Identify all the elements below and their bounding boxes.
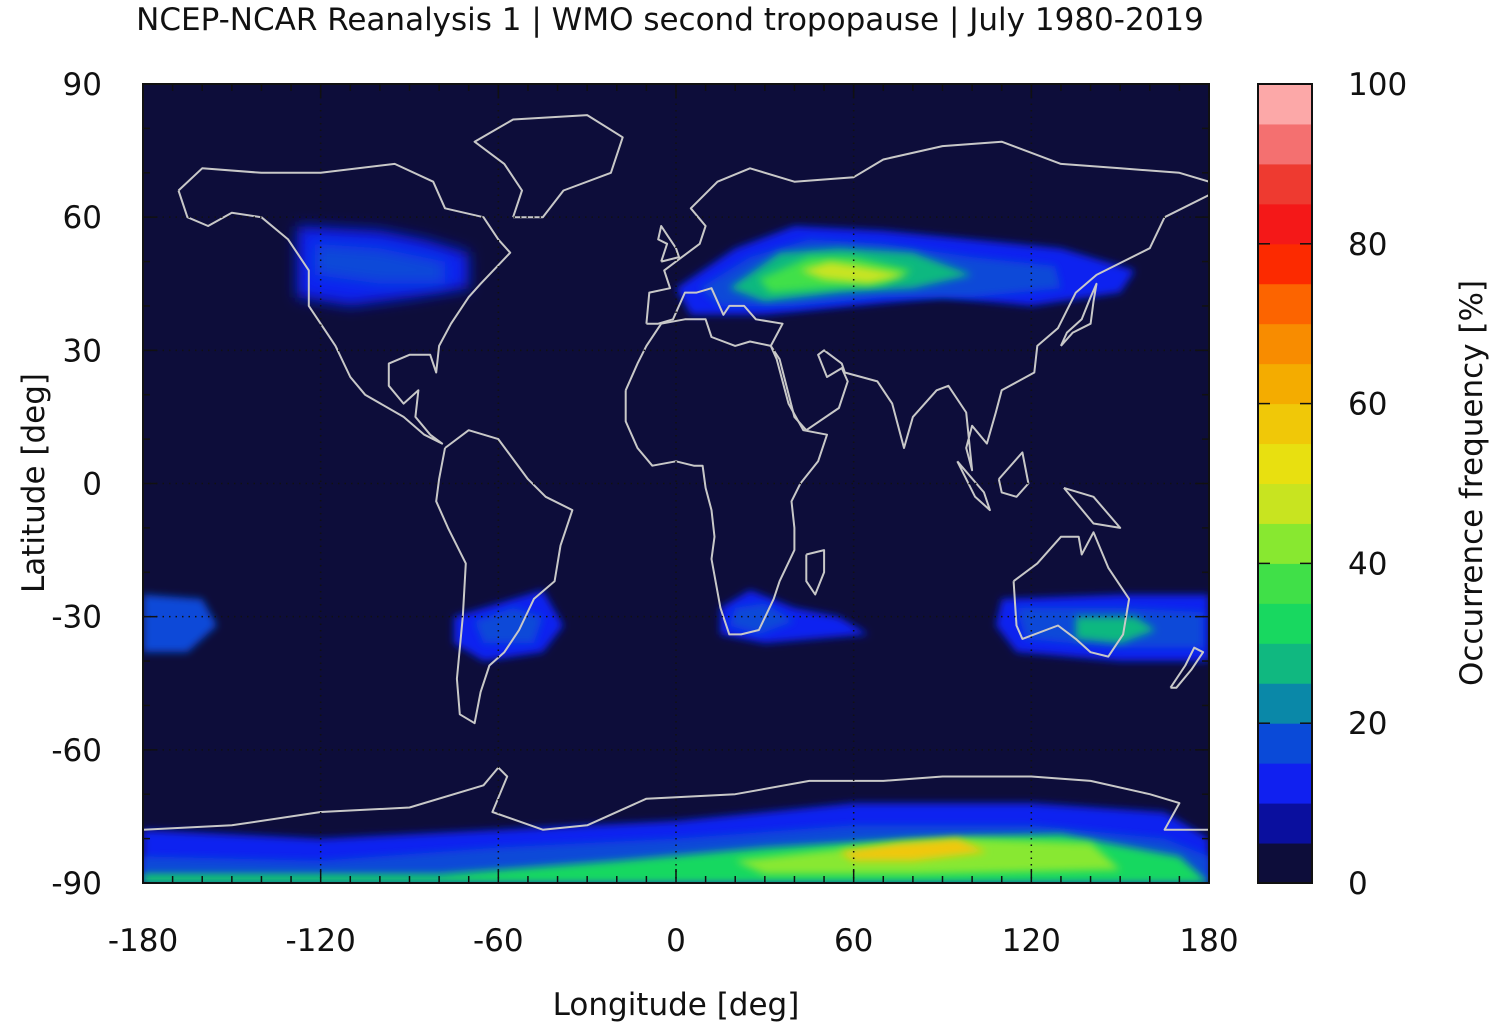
chart-title: NCEP-NCAR Reanalysis 1 | WMO second trop… xyxy=(136,2,1204,38)
colorbar-tick-label: 80 xyxy=(1348,227,1387,263)
colorbar-segment xyxy=(1258,203,1312,245)
colorbar-label: Occurrence frequency [%] xyxy=(1454,280,1490,686)
colorbar: 0 20 40 60 80 100 xyxy=(1257,67,1407,902)
heatmap-layer xyxy=(143,226,1209,883)
colorbar-tick-label: 20 xyxy=(1348,706,1387,742)
coastline xyxy=(177,162,512,445)
x-axis: -180 -120 -60 0 60 120 180 xyxy=(108,84,1239,959)
y-tick-label: 60 xyxy=(63,200,102,236)
x-tick-label: -180 xyxy=(108,923,178,959)
heat-band xyxy=(729,603,795,635)
colorbar-segment xyxy=(1258,403,1312,445)
x-tick-label: 180 xyxy=(1179,923,1238,959)
colorbar-segment xyxy=(1258,363,1312,405)
y-axis-label: Latitude [deg] xyxy=(16,373,52,593)
colorbar-segment xyxy=(1258,283,1312,325)
y-tick-label: 0 xyxy=(82,467,102,503)
coastline xyxy=(1063,486,1122,529)
colorbar-segment xyxy=(1258,243,1312,285)
coastline xyxy=(473,114,624,219)
coastline xyxy=(1169,646,1205,689)
colorbar-segment xyxy=(1258,803,1312,844)
colorbar-segment xyxy=(1258,723,1312,764)
colorbar-segment xyxy=(1258,443,1312,484)
colorbar-segment xyxy=(1258,483,1312,524)
colorbar-segment xyxy=(1258,84,1312,125)
colorbar-segment xyxy=(1258,123,1312,165)
y-tick-label: -90 xyxy=(51,866,102,902)
y-tick-label: -60 xyxy=(51,733,102,769)
colorbar-frame xyxy=(1257,83,1313,884)
colorbar-segment xyxy=(1258,563,1312,604)
y-axis: 90 60 30 0 -30 -60 -90 xyxy=(51,67,1209,902)
colorbar-segment xyxy=(1258,523,1312,564)
x-tick-label: 0 xyxy=(666,923,686,959)
heat-band xyxy=(838,838,987,861)
coastline xyxy=(805,549,826,596)
x-tick-label: 60 xyxy=(834,923,873,959)
coastline xyxy=(1012,531,1131,658)
y-tick-label: -30 xyxy=(51,600,102,636)
y-tick-label: 30 xyxy=(63,333,102,369)
coastline xyxy=(1059,282,1098,347)
y-tick-label: 90 xyxy=(63,67,102,103)
heat-band xyxy=(1075,616,1156,644)
coastline xyxy=(143,766,1209,831)
colorbar-tick-label: 60 xyxy=(1348,387,1387,423)
colorbar-segment xyxy=(1258,643,1312,684)
coastline xyxy=(624,318,828,636)
colorbar-tick-label: 40 xyxy=(1348,546,1387,582)
colorbar-segment xyxy=(1258,843,1312,884)
x-tick-label: 120 xyxy=(1002,923,1061,959)
heat-band xyxy=(143,594,217,653)
grid xyxy=(143,84,1209,883)
colorbar-tick-label: 100 xyxy=(1348,67,1407,103)
heat-band xyxy=(314,243,445,284)
colorbar-segment xyxy=(1258,603,1312,644)
coastline xyxy=(997,451,1030,498)
colorbar-segment xyxy=(1258,323,1312,365)
x-tick-label: -120 xyxy=(285,923,355,959)
coastline xyxy=(657,225,680,263)
coastline xyxy=(956,460,991,512)
coastline xyxy=(645,140,1209,472)
coastlines xyxy=(143,114,1209,831)
x-axis-label: Longitude [deg] xyxy=(553,987,800,1023)
colorbar-tick-label: 0 xyxy=(1348,866,1368,902)
colorbar-segment xyxy=(1258,763,1312,804)
coastline xyxy=(435,429,574,725)
x-tick-label: -60 xyxy=(473,923,524,959)
colorbar-segment xyxy=(1258,163,1312,205)
colorbar-segment xyxy=(1258,683,1312,724)
